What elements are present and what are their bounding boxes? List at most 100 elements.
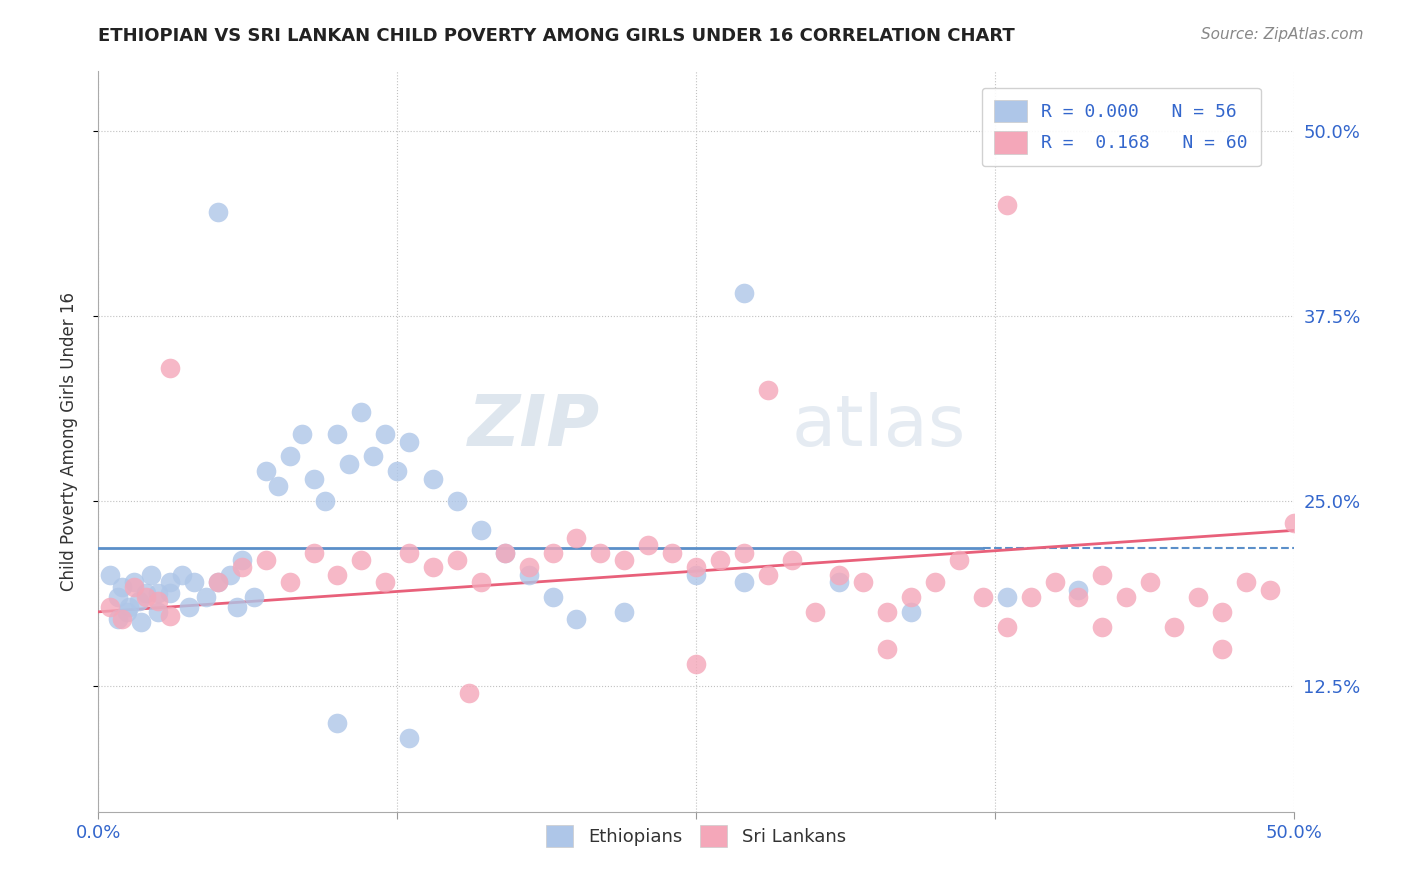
Point: [876, 605, 898, 619]
Point: [374, 427, 396, 442]
Point: [183, 575, 205, 590]
Point: [446, 493, 468, 508]
Point: [852, 575, 875, 590]
Point: [111, 580, 134, 594]
Point: [115, 605, 138, 619]
Point: [685, 657, 707, 671]
Point: [1211, 605, 1233, 619]
Point: [291, 427, 314, 442]
Point: [494, 545, 516, 560]
Point: [1163, 619, 1185, 633]
Point: [159, 360, 181, 375]
Point: [422, 560, 444, 574]
Point: [398, 434, 420, 449]
Point: [517, 560, 540, 574]
Point: [231, 560, 253, 574]
Point: [159, 575, 181, 590]
Point: [685, 567, 707, 582]
Point: [363, 450, 385, 464]
Point: [350, 553, 373, 567]
Point: [326, 567, 349, 582]
Point: [98, 567, 122, 582]
Point: [1211, 641, 1233, 656]
Point: [398, 545, 420, 560]
Point: [207, 575, 229, 590]
Point: [733, 286, 755, 301]
Point: [924, 575, 946, 590]
Point: [446, 553, 468, 567]
Point: [756, 383, 779, 397]
Text: ZIP: ZIP: [468, 392, 600, 461]
Point: [207, 205, 229, 219]
Point: [315, 493, 337, 508]
Point: [226, 600, 249, 615]
Point: [948, 553, 970, 567]
Point: [995, 619, 1018, 633]
Point: [135, 590, 157, 604]
Point: [541, 590, 564, 604]
Point: [422, 471, 444, 485]
Point: [302, 545, 325, 560]
Text: Source: ZipAtlas.com: Source: ZipAtlas.com: [1201, 27, 1364, 42]
Point: [207, 575, 229, 590]
Point: [172, 567, 194, 582]
Point: [1139, 575, 1161, 590]
Point: [243, 590, 266, 604]
Point: [135, 585, 157, 599]
Point: [219, 567, 242, 582]
Point: [1115, 590, 1137, 604]
Point: [98, 600, 122, 615]
Point: [1282, 516, 1305, 530]
Point: [302, 471, 325, 485]
Point: [374, 575, 396, 590]
Point: [326, 715, 349, 730]
Point: [756, 567, 779, 582]
Point: [1234, 575, 1257, 590]
Point: [339, 457, 361, 471]
Point: [139, 567, 162, 582]
Point: [1067, 590, 1090, 604]
Point: [124, 580, 146, 594]
Point: [828, 567, 851, 582]
Point: [159, 585, 181, 599]
Point: [541, 545, 564, 560]
Point: [1019, 590, 1042, 604]
Point: [589, 545, 612, 560]
Point: [709, 553, 731, 567]
Point: [972, 590, 994, 604]
Point: [128, 594, 150, 608]
Point: [494, 545, 516, 560]
Point: [278, 575, 301, 590]
Point: [195, 590, 218, 604]
Point: [1091, 567, 1114, 582]
Point: [111, 612, 134, 626]
Point: [124, 575, 146, 590]
Point: [458, 686, 481, 700]
Text: ETHIOPIAN VS SRI LANKAN CHILD POVERTY AMONG GIRLS UNDER 16 CORRELATION CHART: ETHIOPIAN VS SRI LANKAN CHILD POVERTY AM…: [98, 27, 1015, 45]
Point: [613, 605, 636, 619]
Point: [231, 553, 253, 567]
Point: [385, 464, 409, 478]
Text: atlas: atlas: [792, 392, 966, 461]
Point: [804, 605, 827, 619]
Point: [517, 567, 540, 582]
Point: [1091, 619, 1114, 633]
Point: [1067, 582, 1090, 597]
Point: [350, 405, 373, 419]
Point: [661, 545, 683, 560]
Point: [470, 575, 492, 590]
Point: [637, 538, 659, 552]
Point: [148, 605, 170, 619]
Point: [995, 197, 1018, 211]
Point: [685, 560, 707, 574]
Legend: Ethiopians, Sri Lankans: Ethiopians, Sri Lankans: [538, 818, 853, 855]
Point: [118, 600, 141, 615]
Point: [254, 553, 277, 567]
Point: [780, 553, 803, 567]
Point: [470, 524, 492, 538]
Point: [398, 731, 420, 745]
Point: [565, 531, 588, 545]
Point: [1258, 582, 1281, 597]
Point: [733, 545, 755, 560]
Point: [900, 590, 922, 604]
